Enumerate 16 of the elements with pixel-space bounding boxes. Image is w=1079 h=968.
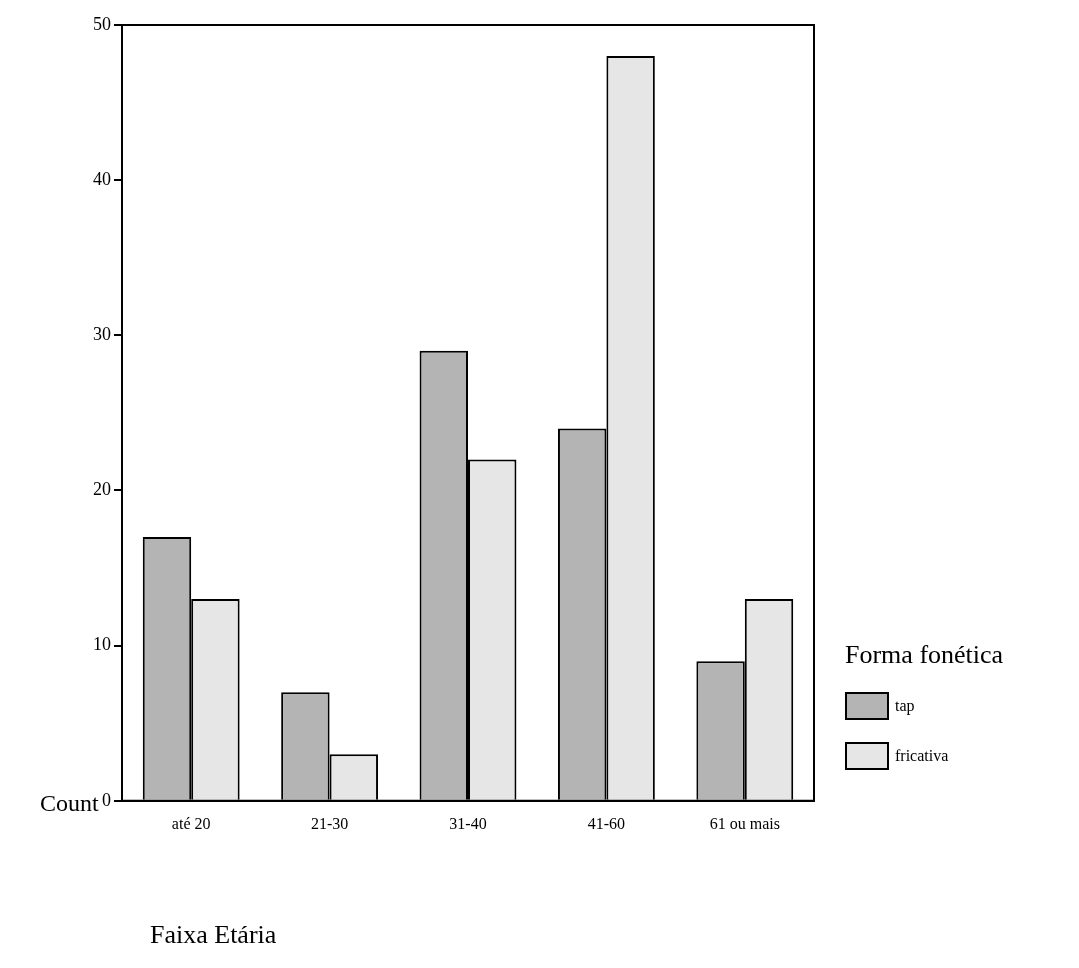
- y-tick-label: 10: [93, 634, 111, 655]
- y-tick-label: 20: [93, 479, 111, 500]
- y-tick-label: 0: [102, 789, 111, 810]
- x-tick-label: 41-60: [587, 814, 626, 832]
- y-axis-title: Count: [40, 790, 99, 817]
- legend-label: fricativa: [895, 747, 949, 765]
- y-tick-label: 40: [93, 168, 111, 189]
- x-axis-title: Faixa Etária: [150, 920, 277, 950]
- legend-label: tap: [895, 697, 915, 715]
- y-tick-label: 30: [93, 324, 111, 345]
- x-tick-label: 61 ou mais: [709, 814, 780, 832]
- x-tick-label: 21-30: [310, 814, 349, 832]
- x-tick-label: 31-40: [449, 814, 487, 832]
- x-tick-label: até 20: [171, 814, 211, 832]
- y-tick-label: 50: [93, 13, 111, 34]
- legend-title: Forma fonética: [845, 640, 1004, 670]
